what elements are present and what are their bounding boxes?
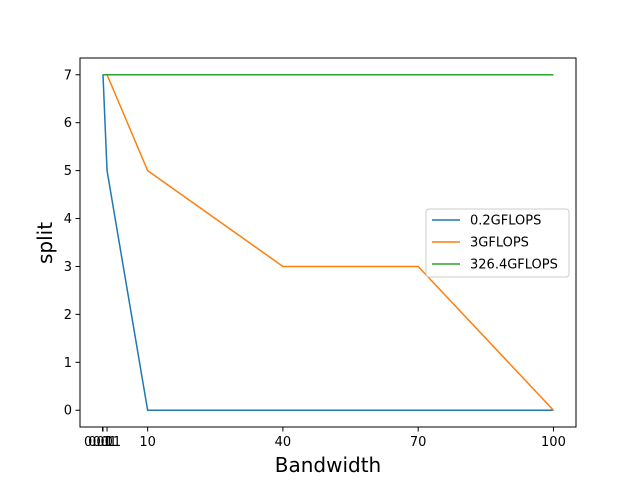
y-tick-label: 7 — [64, 68, 72, 83]
y-tick-label: 0 — [64, 404, 72, 419]
series-lines — [101, 74, 555, 411]
x-tick-label: 0.001 — [84, 435, 121, 450]
x-tick-label: 1 — [103, 435, 111, 450]
plot-frame — [79, 57, 577, 428]
legend-label: 0.2GFLOPS — [470, 214, 541, 229]
x-tick-label: 100 — [541, 435, 566, 450]
y-tick-label: 4 — [64, 212, 72, 227]
legend-box — [425, 208, 570, 278]
y-tick-label: 3 — [64, 260, 72, 275]
x-tick-label: 70 — [410, 435, 427, 450]
x-tick-label: 0.1 — [93, 435, 114, 450]
legend: 0.2GFLOPS 3GFLOPS 326.4GFLOPS — [425, 208, 570, 278]
legend-label: 326.4GFLOPS — [470, 258, 558, 273]
y-axis-ticks: 0 1 2 3 4 5 6 7 — [64, 68, 80, 419]
y-tick-label: 6 — [64, 116, 72, 131]
y-axis-label: split — [33, 222, 57, 264]
y-tick-label: 2 — [64, 308, 72, 323]
y-tick-label: 1 — [64, 356, 72, 371]
x-tick-label: 10 — [139, 435, 156, 450]
x-tick-label: 0.01 — [88, 435, 117, 450]
x-tick-label: 40 — [275, 435, 292, 450]
legend-label: 3GFLOPS — [470, 236, 529, 251]
y-tick-label: 5 — [64, 164, 72, 179]
x-axis-label: Bandwidth — [275, 453, 381, 477]
